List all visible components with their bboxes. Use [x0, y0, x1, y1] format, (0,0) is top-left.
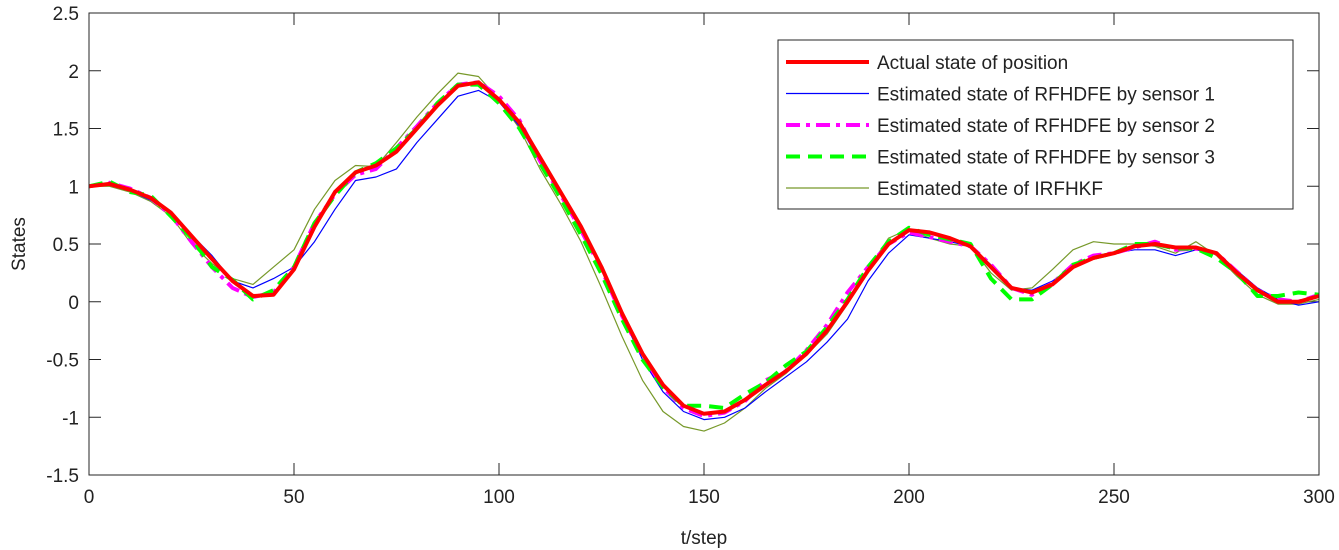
x-tick-label: 200 [893, 487, 925, 508]
x-tick-label: 150 [688, 487, 720, 508]
x-tick-label: 250 [1098, 487, 1130, 508]
y-tick-label: 0 [68, 293, 79, 314]
x-tick-label: 100 [483, 487, 515, 508]
y-tick-label: -0.5 [46, 351, 79, 372]
y-tick-label: 2 [68, 62, 79, 83]
x-tick-label: 50 [283, 487, 304, 508]
plot-frame [88, 12, 1320, 476]
series-line-0 [88, 80, 1320, 416]
y-tick-label: -1.5 [46, 466, 79, 487]
legend: Actual state of position Estimated state … [777, 39, 1294, 210]
legend-label-4: Estimated state of IRFHKF [877, 179, 1103, 200]
series-line-4 [89, 72, 1320, 432]
legend-label-0: Actual state of position [877, 53, 1068, 74]
x-axis-label: t/step [681, 528, 727, 549]
y-tick-label: 1 [68, 177, 79, 198]
legend-label-1: Estimated state of RFHDFE by sensor 1 [877, 85, 1215, 106]
y-tick-label: 1.5 [53, 120, 79, 141]
legend-label-3: Estimated state of RFHDFE by sensor 3 [877, 148, 1215, 169]
y-tick-label: -1 [62, 408, 79, 429]
legend-label-2: Estimated state of RFHDFE by sensor 2 [877, 116, 1215, 137]
legend-box [777, 39, 1294, 210]
x-tick-label: 300 [1303, 487, 1335, 508]
y-tick-label: 2.5 [53, 4, 79, 25]
y-axis-label: States [9, 217, 30, 271]
y-tick-label: 0.5 [53, 235, 79, 256]
x-tick-label: 0 [84, 487, 95, 508]
